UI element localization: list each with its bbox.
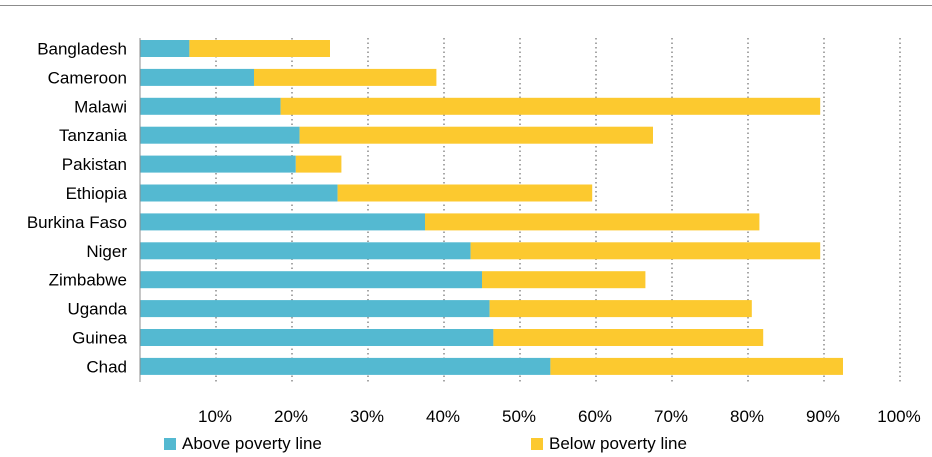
category-labels: Bangladesh Cameroon Malawi Tanzania Pakistan… [27,40,128,377]
bar-pakistan-below [295,155,342,173]
category-label-cameroon: Cameroon [48,68,127,87]
bar-chad-above [140,357,551,375]
bar-chad-below [550,357,843,375]
bar-uganda-above [140,300,490,318]
legend-label-below: Below poverty line [549,434,687,453]
category-label-malawi: Malawi [74,97,127,116]
legend-swatch-below [531,438,543,450]
category-label-ethiopia: Ethiopia [66,184,128,203]
x-tick-label: 90% [806,407,840,426]
x-tick-label: 40% [426,407,460,426]
bar-ethiopia-below [337,184,593,202]
legend-swatch-above [164,438,176,450]
category-label-tanzania: Tanzania [59,126,128,145]
category-label-bangladesh: Bangladesh [37,40,127,59]
bar-tanzania-above [140,126,300,144]
category-label-uganda: Uganda [67,300,127,319]
bar-cameroon-above [140,68,254,86]
bars [140,40,843,375]
bar-malawi-below [280,97,821,115]
top-border-line [0,5,932,6]
bar-uganda-below [489,300,752,318]
bar-burkina-faso-below [425,213,760,231]
legend-label-above: Above poverty line [182,434,322,453]
bar-guinea-above [140,329,494,346]
bar-pakistan-above [140,155,296,173]
category-label-chad: Chad [86,357,127,376]
bar-guinea-below [493,329,764,346]
gridlines [215,38,901,382]
bar-zimbabwe-above [140,271,482,289]
bar-burkina-faso-above [140,213,425,231]
x-tick-label: 70% [654,407,688,426]
x-tick-labels: 10% 20% 30% 40% 50% 60% 70% 80% 90% 100% [198,407,921,426]
category-label-burkina-faso: Burkina Faso [27,213,127,232]
x-tick-label: 10% [198,407,232,426]
bar-cameroon-below [254,68,437,86]
x-tick-label: 50% [502,407,536,426]
x-tick-label: 80% [730,407,764,426]
bar-malawi-above [140,97,281,115]
bar-niger-below [470,242,821,260]
bar-ethiopia-above [140,184,338,202]
category-label-guinea: Guinea [72,329,127,348]
legend-above: Above poverty line [164,434,322,454]
bar-niger-above [140,242,471,260]
bar-bangladesh-above [140,40,190,57]
x-tick-label: 30% [350,407,384,426]
bar-bangladesh-below [189,40,330,57]
category-label-zimbabwe: Zimbabwe [49,271,127,290]
bar-tanzania-below [299,126,653,144]
x-tick-label: 60% [578,407,612,426]
category-label-pakistan: Pakistan [62,155,127,174]
legend-below: Below poverty line [531,434,687,454]
x-tick-label: 100% [877,407,920,426]
bar-zimbabwe-below [482,271,646,289]
category-label-niger: Niger [86,242,127,261]
x-tick-label: 20% [274,407,308,426]
